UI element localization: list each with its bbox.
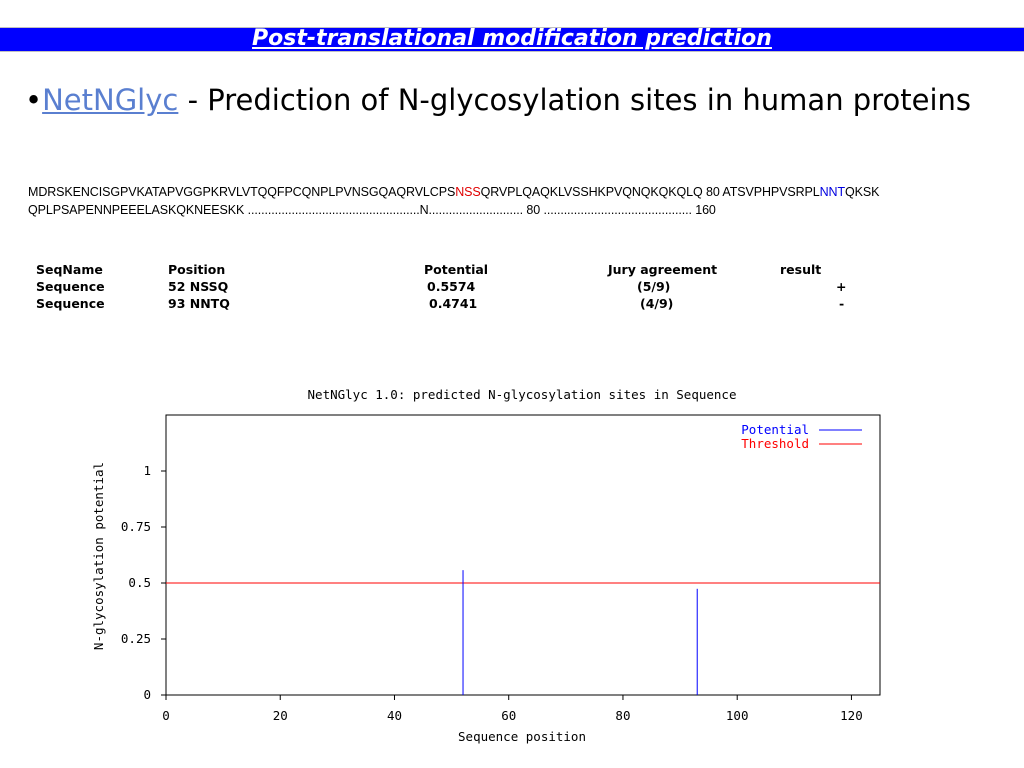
y-tick-label: 0.25 <box>121 631 151 646</box>
netnglyc-link[interactable]: NetNGlyc <box>42 83 179 117</box>
legend: Potential Threshold <box>741 422 862 451</box>
y-tick-label: 0.5 <box>128 575 151 590</box>
x-tick-label: 40 <box>387 708 402 723</box>
legend-label-threshold: Threshold <box>741 436 809 451</box>
bullet: • <box>25 83 43 117</box>
table-header: SeqName Position Potential Jury agreemen… <box>36 262 886 279</box>
sequence-block: MDRSKENCISGPVKATAPVGGPKRVLVTQQFPCQNPLPVN… <box>28 183 1018 219</box>
table-row: Sequence 93 NNTQ 0.4741 (4/9) - <box>36 296 886 313</box>
x-tick-label: 60 <box>501 708 516 723</box>
y-tick-label: 0.75 <box>121 519 151 534</box>
slide-title: Post-translational modification predicti… <box>252 26 772 51</box>
table-row: Sequence 52 NSSQ 0.5574 (5/9) + <box>36 279 886 296</box>
x-tick-label: 20 <box>273 708 288 723</box>
sequence-text: QKSK <box>845 185 880 199</box>
x-axis-label: Sequence position <box>458 729 586 744</box>
title-banner: Post-translational modification predicti… <box>0 26 1024 52</box>
motif-nss: NSS <box>455 185 481 199</box>
header-potential: Potential <box>424 262 489 277</box>
cell-position: 52 NSSQ <box>168 279 229 294</box>
header-result: result <box>780 262 822 277</box>
header-position: Position <box>168 262 226 277</box>
plot-frame <box>165 414 881 696</box>
x-tick-label: 120 <box>840 708 863 723</box>
heading-text: - Prediction of N-glycosylation sites in… <box>178 83 971 117</box>
y-axis-label: N-glycosylation potential <box>91 462 106 650</box>
y-tick-label: 1 <box>143 463 151 478</box>
sequence-line-1: MDRSKENCISGPVKATAPVGGPKRVLVTQQFPCQNPLPVN… <box>28 183 1018 201</box>
y-tick-label: 0 <box>143 687 151 702</box>
motif-nnt: NNT <box>819 185 845 199</box>
x-tick-label: 100 <box>726 708 749 723</box>
header-seqname: SeqName <box>36 262 103 277</box>
cell-result: + <box>836 279 847 294</box>
cell-potential: 0.4741 <box>429 296 478 311</box>
sequence-text: MDRSKENCISGPVKATAPVGGPKRVLVTQQFPCQNPLPVN… <box>28 185 456 199</box>
cell-seqname: Sequence <box>36 279 105 294</box>
cell-jury: (5/9) <box>637 279 671 294</box>
legend-label-potential: Potential <box>741 422 809 437</box>
results-table: SeqName Position Potential Jury agreemen… <box>36 262 886 313</box>
x-tick-label: 80 <box>615 708 630 723</box>
x-tick-label: 0 <box>162 708 170 723</box>
heading: •NetNGlyc - Prediction of N-glycosylatio… <box>25 80 985 120</box>
cell-potential: 0.5574 <box>427 279 476 294</box>
cell-result: - <box>839 296 845 311</box>
sequence-text: QRVPLQAQKLVSSHKPVQNQKQKQLQ 80 ATSVPHPVSR… <box>480 185 820 199</box>
sequence-line-2: QPLPSAPENNPEEELASKQKNEESKK .............… <box>28 203 716 217</box>
chart-title: NetNGlyc 1.0: predicted N-glycosylation … <box>308 387 737 402</box>
cell-position: 93 NNTQ <box>168 296 230 311</box>
header-jury: Jury agreement <box>608 262 718 277</box>
cell-seqname: Sequence <box>36 296 105 311</box>
cell-jury: (4/9) <box>640 296 674 311</box>
